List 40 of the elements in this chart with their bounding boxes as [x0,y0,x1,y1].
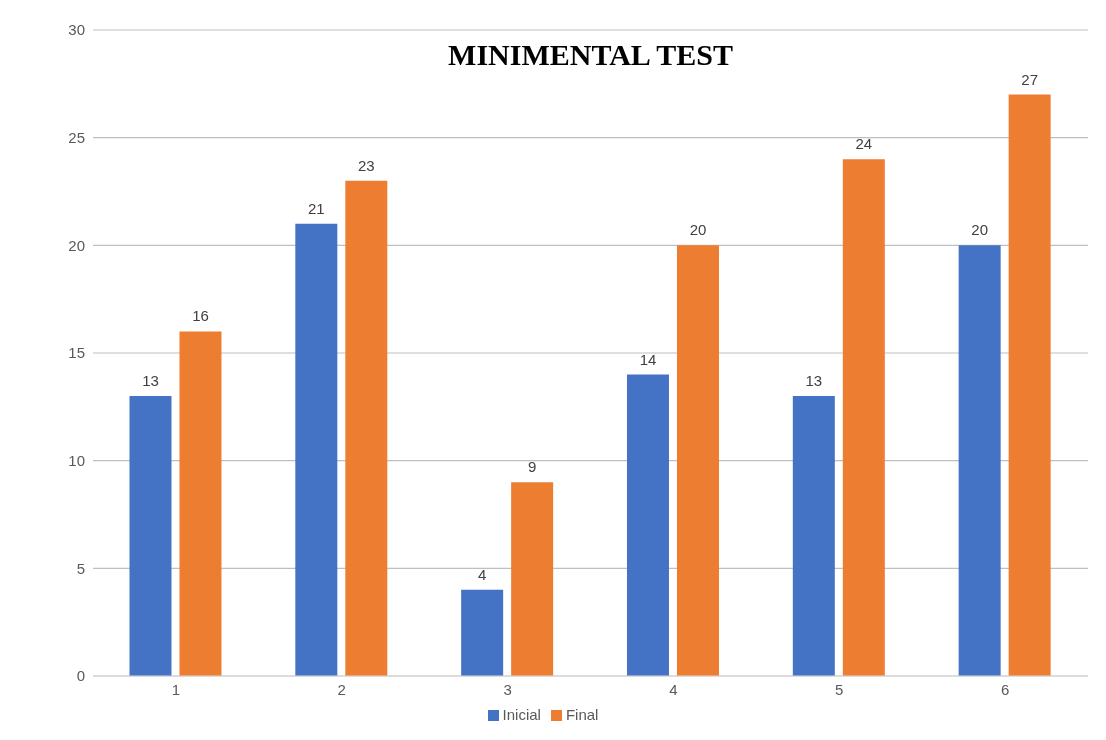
data-label: 20 [689,221,707,239]
y-tick-label: 10 [68,451,85,469]
bar [626,374,669,676]
bar [345,180,388,676]
y-tick-label: 15 [68,344,85,362]
data-label: 16 [192,307,209,325]
y-tick-label: 5 [76,559,85,577]
data-label: 13 [805,372,823,390]
y-tick-label: 25 [68,128,85,146]
y-tick-label: 20 [68,236,85,254]
data-label: 20 [971,221,988,239]
bar [792,396,835,676]
x-tick-label: 5 [835,680,844,698]
data-label: 4 [477,565,487,583]
data-label: 24 [855,135,873,153]
bar [676,245,719,676]
data-label: 13 [142,372,159,390]
x-tick-label: 2 [337,680,346,698]
y-tick-label: 0 [76,667,85,685]
legend-label: Final [565,706,599,723]
data-label: 9 [527,458,537,476]
chart-title: MINIMENTAL TEST [447,38,734,72]
x-tick-label: 1 [171,680,181,698]
y-tick-label: 30 [68,21,85,39]
bar [461,589,504,676]
x-tick-label: 6 [1000,680,1010,698]
data-label: 14 [639,350,657,368]
bar [842,159,885,676]
bar [179,331,222,676]
bar [1008,94,1051,676]
x-tick-label: 3 [503,680,512,698]
bar [129,396,172,676]
data-label: 21 [307,199,325,217]
data-label: 23 [357,156,375,174]
legend-label: Inicial [502,706,541,723]
bar [295,223,338,676]
bar [958,245,1001,676]
x-tick-label: 4 [669,680,678,698]
bar [511,482,554,676]
data-label: 27 [1021,70,1038,88]
